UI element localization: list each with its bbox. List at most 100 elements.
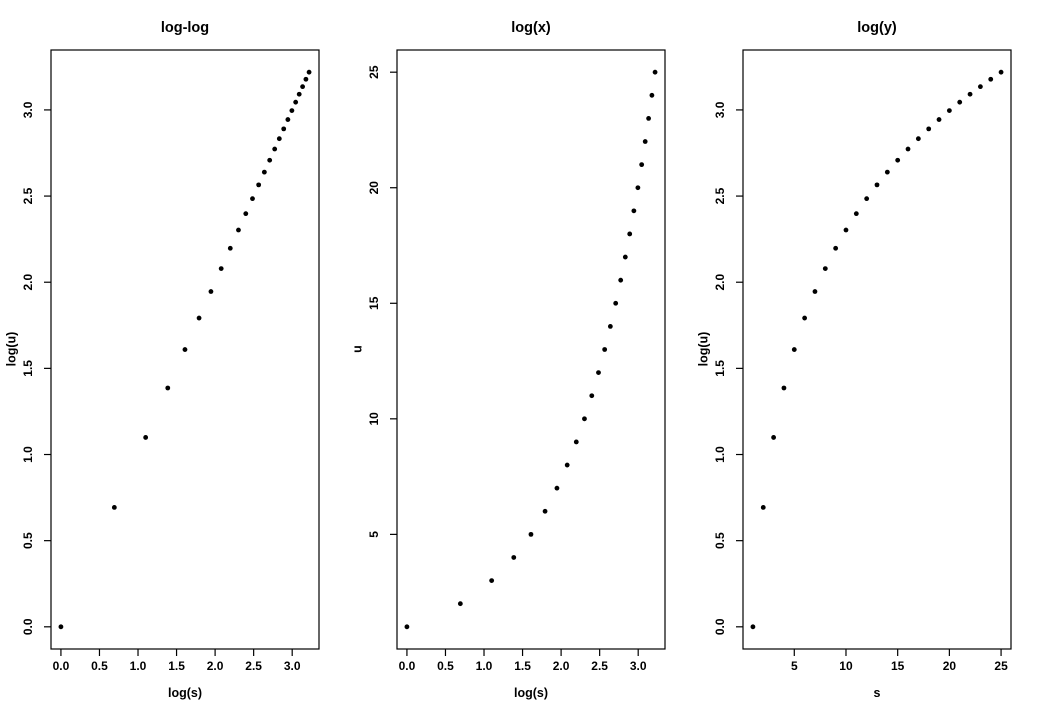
data-point [272, 146, 278, 152]
data-point [988, 76, 994, 82]
chart-title: log(y) [857, 20, 897, 36]
y-tick-label: 0.0 [21, 618, 35, 635]
x-tick-label: 25 [994, 659, 1008, 673]
x-tick-label: 5 [791, 659, 798, 673]
y-tick-label: 0.5 [21, 532, 35, 549]
data-point [864, 196, 870, 202]
x-tick-label: 2.5 [591, 659, 608, 673]
y-tick-label: 3.0 [21, 101, 35, 118]
x-tick-label: 1.0 [130, 659, 147, 673]
data-point [303, 76, 309, 82]
data-point [564, 462, 570, 468]
data-point [884, 169, 890, 175]
data-point [760, 505, 766, 510]
data-point [613, 300, 619, 306]
x-tick-label: 0.5 [437, 659, 454, 673]
data-point [791, 347, 797, 352]
data-point [652, 69, 658, 75]
data-point [589, 393, 595, 399]
data-point [281, 126, 287, 132]
x-tick-label: 0.0 [53, 659, 70, 673]
data-point [642, 139, 648, 144]
plot-box [742, 49, 1012, 650]
data-point [905, 146, 911, 152]
data-point [243, 211, 249, 217]
data-point [596, 370, 601, 376]
data-point [618, 277, 624, 283]
data-point [511, 555, 517, 560]
data-point [236, 227, 241, 233]
data-point [256, 182, 262, 188]
y-tick-label: 10 [367, 412, 381, 426]
y-tick-label: 2.0 [713, 274, 727, 291]
data-point [926, 126, 932, 132]
y-axis-label: log(u) [696, 331, 711, 367]
data-point [542, 508, 548, 514]
plot-area: 5 10 15 20 25 0.0 0.5 1.0 1.5 2.0 2.5 3.0 [692, 0, 1038, 715]
data-point [554, 485, 560, 491]
data-point [457, 601, 463, 607]
x-tick-label: 20 [943, 659, 957, 673]
data-point [582, 416, 587, 422]
x-tick-label: 0.0 [399, 659, 416, 673]
y-tick-label: 3.0 [713, 101, 727, 118]
data-point [296, 91, 302, 97]
x-tick-label: 2.5 [245, 659, 262, 673]
plot-box [396, 49, 666, 650]
x-tick-label: 2.0 [207, 659, 224, 673]
data-point [267, 157, 273, 163]
scatter-plot-svg: 5 10 15 20 25 0.0 0.5 1.0 1.5 2.0 2.5 3.0 [713, 49, 1012, 673]
data-point [957, 99, 963, 105]
panel-log-log: log-log 0.0 0.5 1.0 1.5 2.0 2.5 3.0 0.0 0.5 1.0 1.… [0, 0, 346, 715]
data-point [293, 99, 299, 105]
data-point [853, 211, 859, 217]
data-point [781, 385, 787, 391]
y-tick-label: 0.5 [713, 532, 727, 549]
data-point [573, 439, 579, 445]
data-point [631, 208, 637, 214]
data-point [646, 116, 651, 121]
y-axis-label: u [350, 345, 365, 353]
data-point [998, 69, 1004, 75]
data-point [58, 624, 64, 630]
x-axis-label: log(s) [513, 686, 549, 700]
data-point [607, 323, 613, 329]
y-tick-label: 20 [367, 181, 381, 195]
data-point [602, 347, 608, 352]
x-tick-label: 3.0 [630, 659, 647, 673]
y-axis-label: log(u) [4, 331, 19, 367]
x-tick-label: 10 [839, 659, 853, 673]
x-tick-label: 3.0 [284, 659, 301, 673]
data-point [750, 624, 756, 630]
data-point [639, 162, 645, 168]
x-axis-label: s [873, 686, 881, 700]
data-point [300, 84, 305, 90]
data-point [967, 91, 973, 97]
data-point [404, 624, 410, 630]
panel-log-x: log(x) 0.0 0.5 1.0 1.5 2.0 2.5 3.0 5 10 15 20 25 lo… [346, 0, 692, 715]
y-tick-label: 2.0 [21, 274, 35, 291]
data-point [649, 92, 655, 98]
chart-title: log-log [160, 20, 210, 36]
data-point [802, 315, 808, 321]
data-point [946, 108, 952, 114]
data-point [143, 435, 149, 440]
x-tick-label: 1.5 [514, 659, 531, 673]
x-tick-label: 1.0 [476, 659, 493, 673]
scatter-plot-svg: 0.0 0.5 1.0 1.5 2.0 2.5 3.0 0.0 0.5 1.0 1.5 2.0 2.5 3… [21, 49, 320, 673]
data-point [289, 108, 295, 114]
plot-box [50, 49, 320, 650]
x-tick-label: 1.5 [168, 659, 185, 673]
y-tick-label: 2.5 [21, 187, 35, 204]
y-tick-label: 1.5 [21, 360, 35, 377]
chart-title: log(x) [511, 20, 551, 36]
x-tick-label: 2.0 [553, 659, 570, 673]
data-point [208, 289, 214, 294]
data-point [261, 169, 267, 175]
y-tick-label: 0.0 [713, 618, 727, 635]
plot-area: 0.0 0.5 1.0 1.5 2.0 2.5 3.0 0.0 0.5 1.0 1.5 2.0 2.5 3… [0, 0, 346, 715]
data-point [627, 231, 633, 237]
x-tick-label: 0.5 [91, 659, 108, 673]
data-point [111, 505, 117, 510]
